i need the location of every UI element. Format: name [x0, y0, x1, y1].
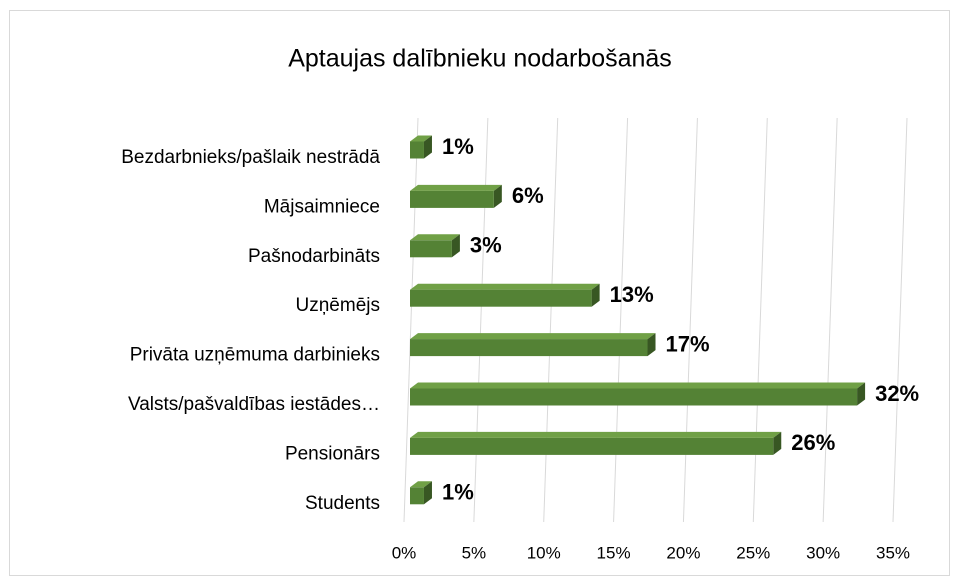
- x-tick-label: 30%: [806, 543, 840, 562]
- data-label: 1%: [442, 134, 474, 159]
- bar-top: [410, 481, 432, 488]
- y-tick-label: Uzņēmējs: [296, 295, 380, 316]
- x-tick-label: 20%: [666, 543, 700, 562]
- bar: [410, 388, 858, 406]
- bar-top: [410, 234, 460, 241]
- grid-line: [822, 117, 838, 523]
- bar-top: [410, 333, 656, 340]
- grid-line: [403, 117, 419, 523]
- y-tick-label: Pensionārs: [285, 443, 380, 464]
- y-tick-label: Bezdarbnieks/pašlaik nestrādā: [121, 147, 380, 168]
- bar-side: [857, 382, 866, 406]
- bar: [410, 240, 452, 258]
- bar-top: [410, 184, 502, 191]
- bar: [410, 190, 494, 208]
- bar-side: [647, 333, 656, 357]
- data-label: 3%: [470, 233, 502, 258]
- y-tick-label: Valsts/pašvaldības iestādes…: [128, 394, 380, 415]
- bar: [410, 141, 424, 159]
- y-tick-label: Students: [305, 493, 380, 514]
- grid-line: [892, 117, 908, 523]
- x-tick-label: 0%: [392, 543, 417, 562]
- bar-side: [591, 283, 600, 307]
- bar-top: [410, 135, 432, 142]
- data-label: 1%: [442, 480, 474, 505]
- bar-top: [410, 283, 600, 290]
- x-tick-label: 5%: [462, 543, 487, 562]
- data-label: 17%: [666, 331, 710, 356]
- bar-side: [423, 135, 432, 159]
- bar-top: [410, 431, 782, 438]
- x-tick-label: 35%: [876, 543, 910, 562]
- bar: [410, 339, 648, 357]
- data-label: 13%: [610, 282, 654, 307]
- data-label: 6%: [512, 183, 544, 208]
- bar-side: [423, 481, 432, 505]
- data-label: 26%: [791, 430, 835, 455]
- x-tick-label: 15%: [597, 543, 631, 562]
- bar: [410, 437, 774, 455]
- data-label: 32%: [875, 381, 919, 406]
- bar-side: [451, 234, 460, 258]
- x-tick-label: 25%: [736, 543, 770, 562]
- y-tick-label: Mājsaimniece: [264, 196, 380, 217]
- bar-top: [410, 382, 866, 389]
- y-tick-label: Pašnodarbināts: [248, 246, 380, 267]
- bar: [410, 487, 424, 505]
- bar: [410, 289, 592, 307]
- bar-side: [493, 184, 502, 208]
- bar-side: [773, 431, 782, 455]
- x-tick-label: 10%: [527, 543, 561, 562]
- chart-title: Aptaujas dalībnieku nodarbošanās: [288, 45, 672, 73]
- y-tick-label: Privāta uzņēmuma darbinieks: [130, 345, 380, 366]
